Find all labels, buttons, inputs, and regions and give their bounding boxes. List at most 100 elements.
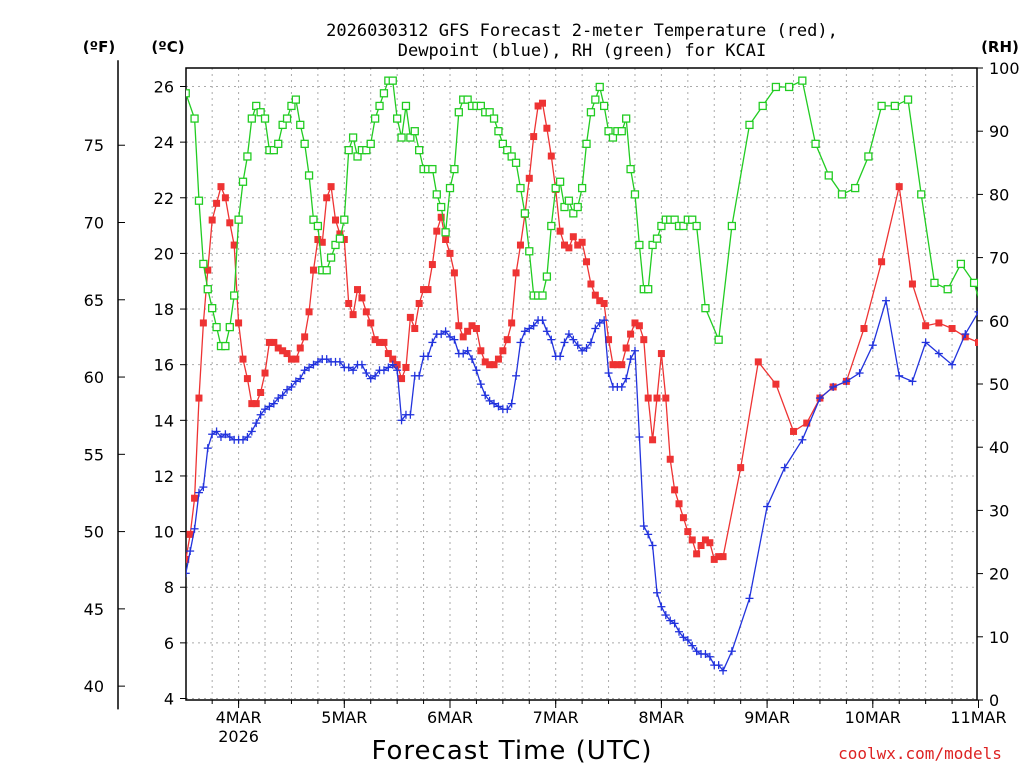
dewpoint-point	[679, 633, 688, 642]
dewpoint-point	[503, 405, 512, 414]
rh-point	[278, 120, 287, 130]
temperature-point	[975, 338, 978, 346]
temperature-point	[574, 241, 582, 249]
rh-point	[688, 215, 697, 224]
temperature-point	[860, 325, 868, 333]
dewpoint-point	[727, 647, 736, 656]
rh-point	[542, 272, 552, 281]
dewpoint-point	[564, 330, 573, 339]
temperature-point	[327, 183, 335, 191]
rh-point	[903, 95, 913, 104]
temperature-point	[609, 361, 617, 369]
temperature-point	[948, 325, 956, 333]
temperature-point	[494, 355, 502, 363]
temperature-point	[556, 227, 564, 235]
rh-point	[450, 164, 459, 174]
dewpoint-point	[261, 405, 270, 414]
temperature-point	[270, 338, 278, 346]
x-tick-label: 5MAR	[321, 708, 367, 727]
dewpoint-point	[265, 402, 274, 411]
temperature-point	[693, 550, 701, 558]
dewpoint-point	[313, 357, 322, 366]
fahrenheit-tick-label: 50	[84, 523, 104, 542]
dewpoint-point	[428, 338, 437, 347]
temperature-point	[666, 455, 674, 463]
temperature-point	[583, 258, 591, 266]
dewpoint-point	[291, 377, 300, 386]
rh-point	[701, 304, 710, 313]
temperature-point	[235, 319, 243, 327]
temperature-point	[706, 539, 714, 547]
rh-point	[622, 114, 631, 123]
dewpoint-point	[595, 318, 604, 327]
rh-point	[199, 259, 208, 269]
temperature-point	[239, 355, 247, 363]
rh-point	[406, 133, 415, 142]
temperature-point	[398, 375, 406, 383]
rh-point	[225, 322, 234, 332]
rh-point	[630, 190, 640, 199]
rh-point	[511, 158, 521, 167]
fahrenheit-tick-label: 60	[84, 368, 104, 387]
rh-point	[595, 82, 604, 92]
temperature-point	[701, 536, 709, 544]
temperature-point	[336, 230, 344, 238]
temperature-point	[283, 350, 291, 358]
temperature-point	[649, 436, 657, 444]
dewpoint-point	[441, 327, 450, 336]
temperature-point	[442, 236, 450, 243]
rh-point	[432, 190, 441, 199]
temperature-point	[512, 269, 520, 277]
dewpoint-point	[476, 380, 485, 389]
temperature-point	[406, 313, 414, 321]
rh-point	[238, 177, 248, 186]
dewpoint-point	[934, 349, 943, 358]
rh-point	[392, 114, 402, 123]
temperature-point	[587, 280, 595, 288]
rh-point	[230, 291, 239, 300]
dewpoint-point	[683, 636, 692, 645]
temperature-point	[376, 338, 384, 346]
rh-point	[366, 139, 375, 148]
celsius-tick-label: 6	[164, 634, 174, 653]
rh-point	[498, 139, 508, 148]
celsius-tick-label: 8	[164, 578, 174, 597]
dewpoint-point	[719, 666, 728, 675]
celsius-tick-label: 22	[154, 189, 174, 208]
dewpoint-point	[815, 394, 824, 403]
rh-point	[322, 266, 331, 275]
dewpoint-point	[688, 641, 697, 650]
fahrenheit-axis-unit: (ºF)	[83, 38, 115, 56]
rh-point	[555, 177, 565, 186]
dewpoint-point	[644, 530, 653, 539]
rh-point	[714, 335, 723, 344]
rh-point	[194, 196, 204, 205]
rh-point	[326, 253, 336, 262]
temperature-point	[257, 389, 265, 396]
rh-point	[437, 202, 446, 212]
dewpoint-point	[366, 374, 375, 383]
temperature-point	[662, 394, 670, 402]
rh-point	[388, 76, 397, 85]
temperature-point	[684, 528, 692, 536]
rh-point	[379, 89, 389, 98]
temperature-point	[481, 358, 489, 366]
temperature-point	[186, 555, 190, 563]
temperature-point	[754, 358, 762, 366]
dewpoint-point	[670, 619, 679, 628]
temperature-point	[305, 308, 313, 316]
temperature-point	[675, 500, 683, 508]
dewpoint-point	[948, 360, 957, 369]
dewpoint-point	[481, 391, 490, 400]
rh-point	[287, 101, 296, 111]
dewpoint-point	[371, 371, 380, 380]
dewpoint-point	[617, 382, 626, 391]
temperature-point	[292, 355, 300, 363]
temperature-point	[455, 322, 463, 330]
dewpoint-point	[714, 661, 723, 670]
rh-point	[679, 221, 688, 231]
dewpoint-point	[423, 352, 432, 361]
rh-point	[454, 108, 463, 117]
rh-point	[331, 240, 340, 250]
source-credit: coolwx.com/models	[838, 744, 1002, 763]
